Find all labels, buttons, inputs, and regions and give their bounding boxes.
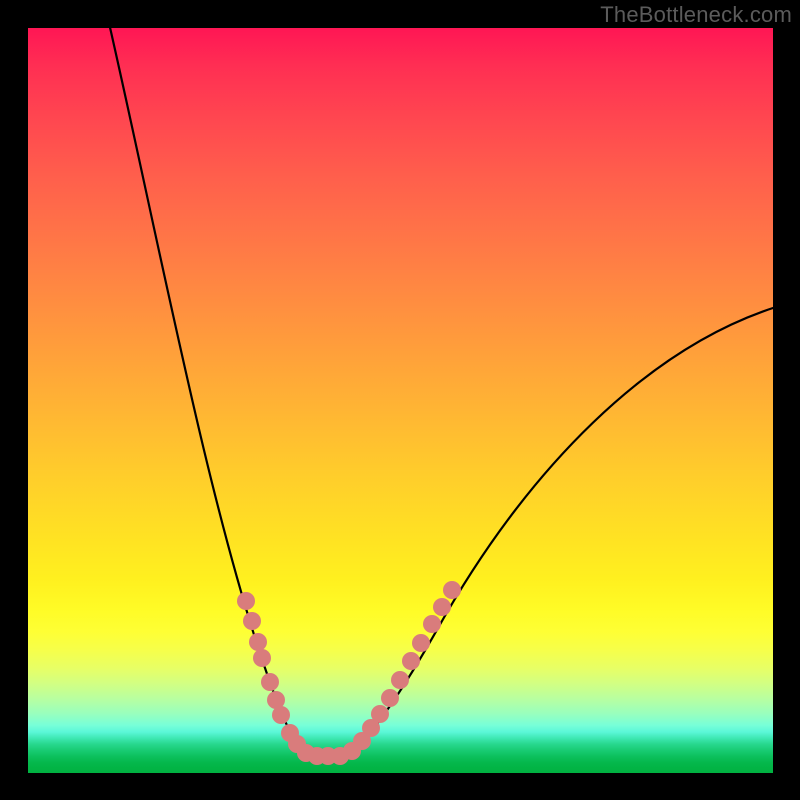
root: TheBottleneck.com	[0, 0, 800, 800]
data-dot	[272, 706, 290, 724]
data-dot	[412, 634, 430, 652]
data-dot	[433, 598, 451, 616]
data-dot	[261, 673, 279, 691]
data-dot	[423, 615, 441, 633]
data-dot	[237, 592, 255, 610]
chart-plot-area	[28, 28, 773, 773]
attribution-text: TheBottleneck.com	[600, 2, 792, 28]
data-dot	[381, 689, 399, 707]
chart-svg	[28, 28, 773, 773]
data-dot	[391, 671, 409, 689]
data-dots	[237, 581, 461, 765]
data-dot	[371, 705, 389, 723]
curve-left	[109, 23, 306, 756]
data-dot	[249, 633, 267, 651]
data-dot	[402, 652, 420, 670]
data-dot	[243, 612, 261, 630]
data-dot	[253, 649, 271, 667]
data-dot	[443, 581, 461, 599]
curve-right	[346, 307, 776, 756]
